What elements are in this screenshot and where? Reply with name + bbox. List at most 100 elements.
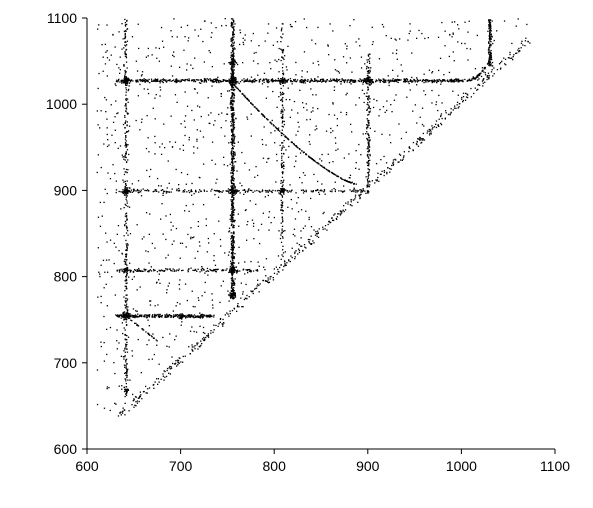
data-point (161, 81, 164, 83)
data-point (231, 164, 233, 166)
data-point (243, 189, 246, 191)
data-point (232, 249, 234, 251)
data-point (233, 44, 235, 46)
data-point (100, 341, 102, 343)
data-point (488, 56, 491, 58)
data-point (289, 78, 292, 80)
data-point (198, 299, 200, 301)
data-point (143, 79, 146, 81)
data-point (290, 191, 292, 193)
data-point (282, 210, 284, 212)
data-point (127, 244, 129, 246)
data-point (281, 104, 284, 106)
data-point (192, 67, 194, 70)
data-point (467, 96, 469, 99)
data-point (144, 189, 146, 192)
data-point (232, 264, 234, 266)
data-point (369, 98, 371, 100)
data-point (186, 69, 188, 71)
data-point (308, 155, 310, 158)
data-point (232, 34, 234, 36)
data-point (232, 217, 234, 219)
data-point (233, 185, 235, 187)
data-point (377, 176, 379, 179)
data-point (124, 329, 126, 331)
data-point (239, 32, 242, 34)
data-point (221, 25, 223, 27)
data-point (343, 190, 346, 192)
data-point (232, 152, 235, 154)
data-point (230, 270, 232, 272)
data-point (276, 127, 278, 130)
data-point (126, 190, 128, 193)
data-point (232, 131, 234, 133)
data-point (231, 103, 233, 106)
data-point (207, 334, 210, 337)
data-point (147, 270, 149, 272)
data-point (230, 38, 232, 40)
data-point (126, 267, 129, 270)
data-point (184, 80, 186, 82)
data-point (124, 263, 126, 265)
data-point (160, 189, 162, 192)
data-point (369, 181, 371, 183)
data-point (311, 191, 313, 193)
data-point (341, 178, 343, 180)
data-point (281, 212, 283, 215)
data-point (166, 289, 168, 291)
data-point (231, 296, 233, 299)
data-point (188, 37, 190, 39)
data-point (176, 269, 178, 271)
data-point (127, 159, 129, 161)
data-point (125, 76, 127, 78)
data-point (243, 95, 245, 97)
data-point (295, 61, 297, 64)
data-point (127, 314, 129, 316)
data-point (124, 44, 126, 46)
data-point (232, 100, 235, 102)
data-point (281, 216, 283, 218)
data-point (231, 210, 233, 212)
data-point (231, 123, 233, 125)
data-point (269, 278, 271, 280)
data-point (230, 125, 232, 127)
data-point (116, 340, 118, 342)
data-point (486, 75, 489, 77)
data-point (230, 152, 233, 154)
data-point (187, 40, 189, 42)
data-point (282, 245, 284, 247)
data-point (127, 144, 129, 146)
data-point (125, 89, 128, 91)
data-point (410, 80, 412, 82)
data-point (355, 41, 357, 43)
data-point (126, 44, 128, 46)
data-point (440, 122, 442, 125)
data-point (232, 132, 234, 134)
data-point (125, 317, 127, 319)
data-point (139, 83, 141, 86)
data-point (219, 301, 221, 304)
data-point (126, 341, 128, 343)
data-point (124, 269, 126, 271)
data-point (489, 37, 492, 39)
data-point (194, 80, 197, 83)
data-point (232, 31, 234, 33)
data-point (188, 346, 190, 348)
data-point (129, 269, 131, 271)
data-point (370, 78, 372, 80)
data-point (238, 82, 240, 85)
data-point (172, 362, 174, 365)
data-point (490, 27, 492, 30)
data-point (111, 276, 113, 278)
data-point (201, 80, 203, 83)
data-point (262, 114, 264, 117)
data-point (106, 50, 108, 52)
data-point (353, 188, 355, 190)
data-point (395, 79, 397, 81)
data-point (277, 268, 279, 271)
data-point (193, 79, 195, 81)
data-point (153, 80, 155, 82)
data-point (490, 41, 492, 43)
data-point (340, 111, 342, 113)
data-point (232, 295, 234, 297)
